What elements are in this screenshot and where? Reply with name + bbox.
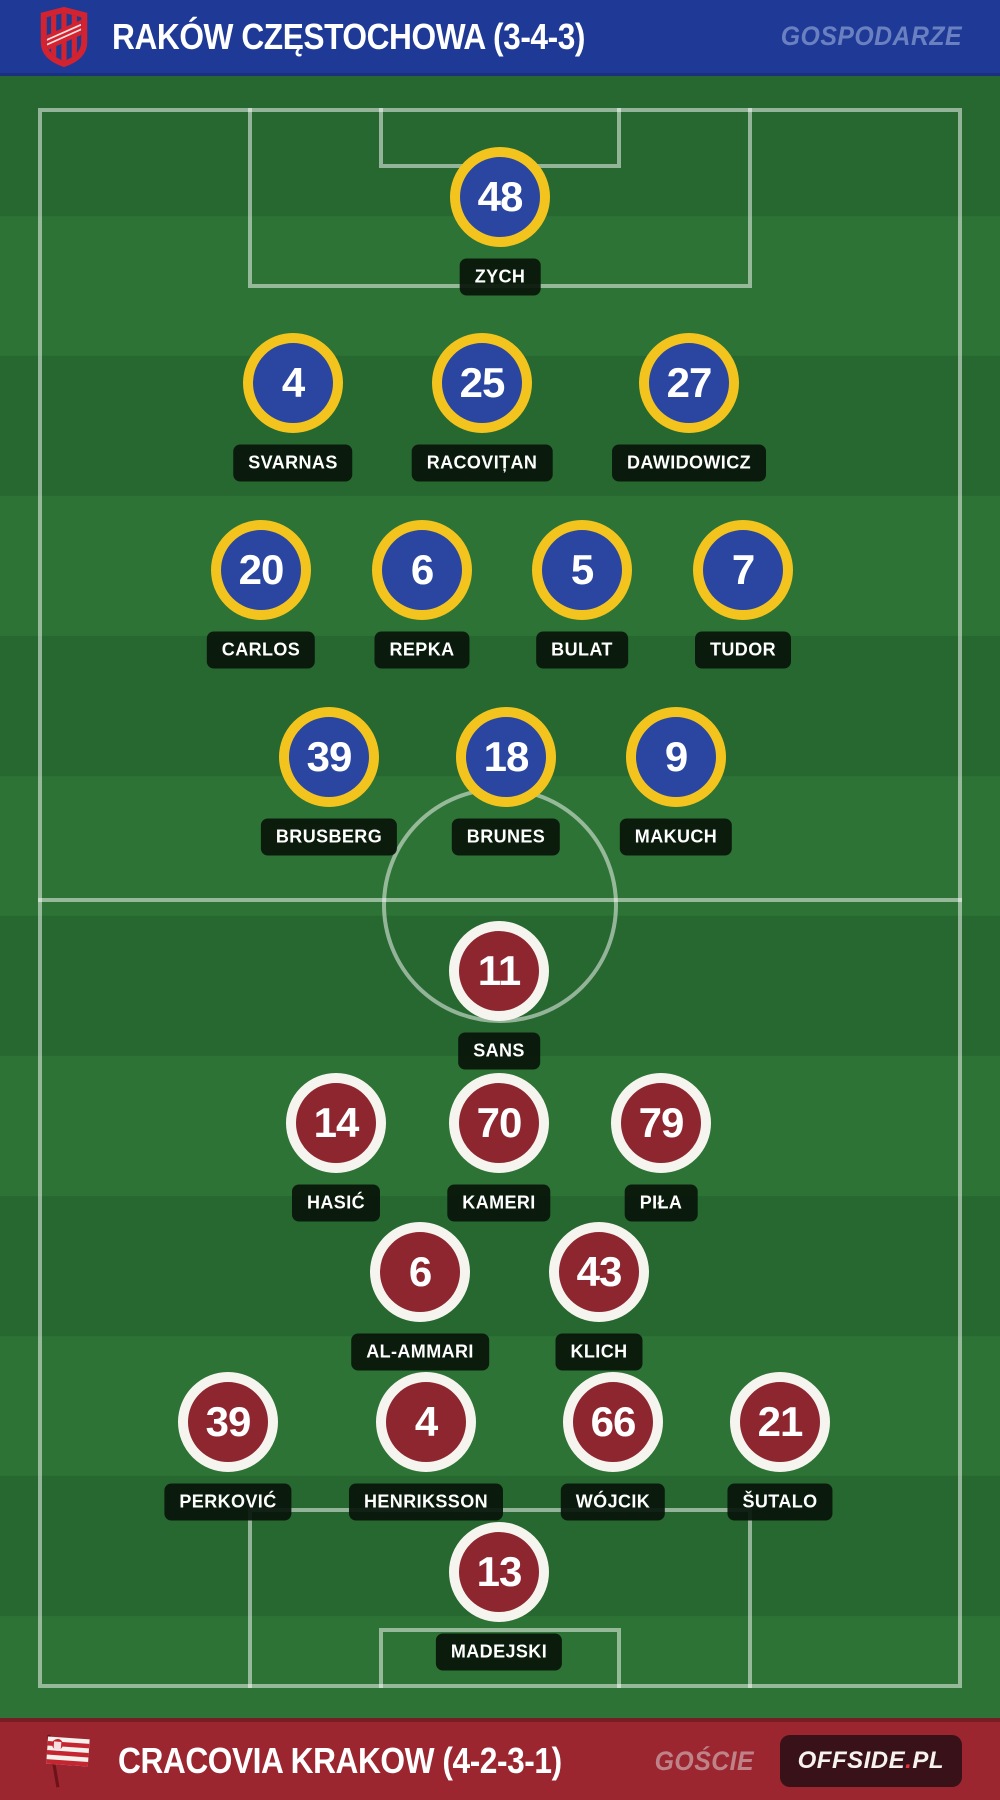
player-name-label: PIŁA bbox=[624, 1184, 698, 1222]
player-marker-away: 14 bbox=[286, 1073, 386, 1173]
player-number: 39 bbox=[205, 1398, 252, 1445]
player-number: 6 bbox=[408, 1248, 432, 1295]
player-number: 14 bbox=[313, 1099, 360, 1146]
player-number: 6 bbox=[410, 546, 434, 593]
player-number: 39 bbox=[306, 733, 353, 780]
player-marker-away: 21 bbox=[730, 1372, 830, 1472]
player-marker-away: 11 bbox=[449, 921, 549, 1021]
player-number: 7 bbox=[731, 546, 755, 593]
player-name-label: HENRIKSSON bbox=[348, 1483, 504, 1521]
bottom-goal-box bbox=[379, 1628, 621, 1688]
player-name-label: AL-AMMARI bbox=[351, 1333, 489, 1371]
home-side-label: GOSPODARZE bbox=[780, 21, 962, 51]
offside-pl-badge[interactable]: OFFSIDE.PL bbox=[779, 1735, 962, 1787]
player-name-label: WÓJCIK bbox=[560, 1483, 666, 1521]
player-name-label: TUDOR bbox=[695, 631, 791, 669]
player-marker-home: 39 bbox=[279, 707, 379, 807]
player-marker-home: 6 bbox=[372, 520, 472, 620]
away-team-name: CRACOVIA KRAKOW (4-2-3-1) bbox=[118, 1740, 562, 1781]
player-marker-away: 43 bbox=[549, 1222, 649, 1322]
player-number: 21 bbox=[757, 1398, 804, 1445]
player-marker-away: 39 bbox=[178, 1372, 278, 1472]
player-marker-home: 5 bbox=[532, 520, 632, 620]
player-number: 48 bbox=[477, 173, 524, 220]
home-team-name: RAKÓW CZĘSTOCHOWA (3-4-3) bbox=[112, 15, 586, 57]
player-marker-away: 70 bbox=[449, 1073, 549, 1173]
player-marker-home: 25 bbox=[432, 333, 532, 433]
player-name-label: ŠUTALO bbox=[727, 1483, 833, 1521]
player-name-label: REPKA bbox=[374, 631, 470, 669]
player-name-label: PERKOVIĆ bbox=[164, 1483, 292, 1521]
player-marker-home: 27 bbox=[639, 333, 739, 433]
player-marker-home: 7 bbox=[693, 520, 793, 620]
player-number: 27 bbox=[666, 359, 713, 406]
player-marker-away: 66 bbox=[563, 1372, 663, 1472]
player-number: 4 bbox=[414, 1398, 438, 1445]
player-number: 20 bbox=[238, 546, 285, 593]
player-name-label: HASIĆ bbox=[291, 1184, 381, 1222]
player-marker-home: 18 bbox=[456, 707, 556, 807]
rakow-crest-icon bbox=[38, 6, 90, 68]
player-marker-home: 9 bbox=[626, 707, 726, 807]
player-marker-home: 48 bbox=[450, 147, 550, 247]
player-number: 79 bbox=[638, 1099, 685, 1146]
player-name-label: CARLOS bbox=[206, 631, 316, 669]
player-name-label: KAMERI bbox=[447, 1184, 551, 1222]
player-number: 18 bbox=[483, 733, 530, 780]
player-name-label: DAWIDOWICZ bbox=[612, 444, 766, 482]
cracovia-flag-icon bbox=[38, 1731, 96, 1791]
player-name-label: BRUNES bbox=[451, 818, 561, 856]
player-name-label: ZYCH bbox=[459, 258, 541, 296]
player-name-label: BRUSBERG bbox=[260, 818, 398, 856]
player-name-label: BULAT bbox=[536, 631, 628, 669]
player-number: 25 bbox=[459, 359, 506, 406]
player-name-label: SANS bbox=[458, 1032, 540, 1070]
away-side-label: GOŚCIE bbox=[654, 1745, 754, 1776]
player-number: 9 bbox=[664, 733, 688, 780]
player-number: 4 bbox=[281, 359, 305, 406]
player-marker-away: 6 bbox=[370, 1222, 470, 1322]
player-marker-home: 20 bbox=[211, 520, 311, 620]
away-team-footer: CRACOVIA KRAKOW (4-2-3-1) GOŚCIE OFFSIDE… bbox=[0, 1718, 1000, 1800]
player-number: 66 bbox=[590, 1398, 637, 1445]
home-team-header: RAKÓW CZĘSTOCHOWA (3-4-3) GOSPODARZE bbox=[0, 0, 1000, 76]
player-name-label: MAKUCH bbox=[619, 818, 733, 856]
player-number: 13 bbox=[476, 1548, 523, 1595]
player-marker-away: 13 bbox=[449, 1522, 549, 1622]
player-marker-home: 4 bbox=[243, 333, 343, 433]
player-number: 11 bbox=[477, 947, 521, 994]
player-number: 5 bbox=[570, 546, 594, 593]
player-name-label: MADEJSKI bbox=[435, 1633, 563, 1671]
player-number: 43 bbox=[576, 1248, 623, 1295]
player-name-label: RACOVIȚAN bbox=[411, 444, 553, 482]
player-marker-away: 4 bbox=[376, 1372, 476, 1472]
player-name-label: KLICH bbox=[555, 1333, 643, 1371]
player-marker-away: 79 bbox=[611, 1073, 711, 1173]
badge-dot: . bbox=[905, 1747, 913, 1774]
badge-suffix: PL bbox=[912, 1747, 944, 1774]
player-name-label: SVARNAS bbox=[233, 444, 353, 482]
player-number: 70 bbox=[476, 1099, 523, 1146]
badge-text: OFFSIDE bbox=[797, 1747, 906, 1774]
